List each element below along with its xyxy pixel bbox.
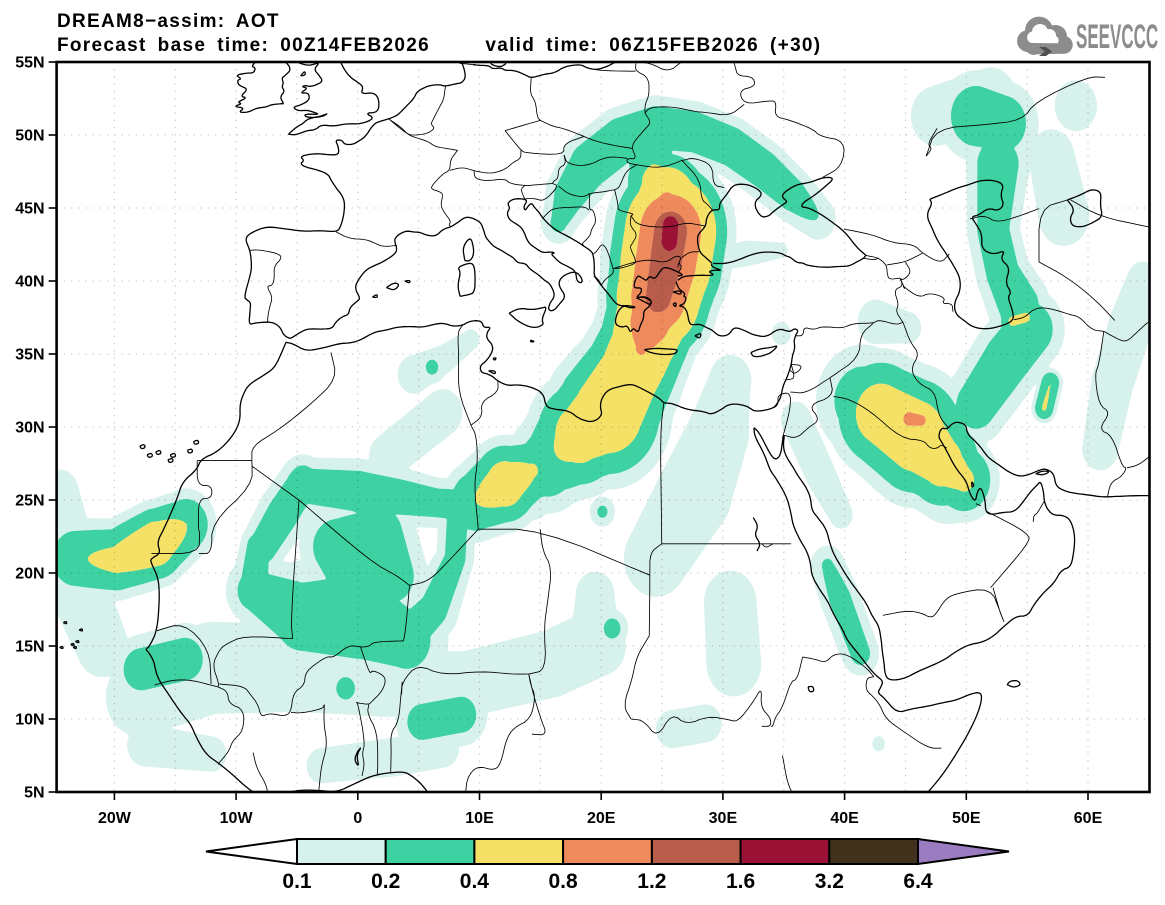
svg-text:0: 0 — [353, 810, 362, 827]
svg-text:3.2: 3.2 — [815, 870, 844, 893]
svg-text:1.6: 1.6 — [726, 870, 755, 893]
svg-text:0.4: 0.4 — [460, 870, 490, 893]
svg-text:30E: 30E — [709, 810, 738, 827]
svg-text:40N: 40N — [15, 274, 44, 291]
svg-text:10W: 10W — [220, 810, 254, 827]
svg-text:10E: 10E — [465, 810, 494, 827]
svg-text:Forecast base time: 00Z14FEB20: Forecast base time: 00Z14FEB2026 valid t… — [57, 35, 821, 56]
svg-text:45N: 45N — [15, 201, 44, 218]
svg-text:55N: 55N — [15, 55, 44, 72]
svg-text:DREAM8−assim: AOT: DREAM8−assim: AOT — [57, 11, 280, 32]
svg-text:0.1: 0.1 — [282, 870, 312, 893]
svg-text:20N: 20N — [15, 566, 44, 583]
svg-text:20W: 20W — [98, 810, 132, 827]
svg-text:60E: 60E — [1074, 810, 1103, 827]
svg-text:0.2: 0.2 — [371, 870, 400, 893]
svg-text:10N: 10N — [15, 712, 44, 729]
svg-text:SEEVCCC: SEEVCCC — [1076, 18, 1158, 56]
svg-text:35N: 35N — [15, 347, 44, 364]
svg-text:40E: 40E — [830, 810, 859, 827]
svg-text:6.4: 6.4 — [903, 870, 933, 893]
svg-text:50N: 50N — [15, 128, 44, 145]
svg-text:15N: 15N — [15, 639, 44, 656]
svg-text:20E: 20E — [587, 810, 616, 827]
svg-text:1.2: 1.2 — [637, 870, 666, 893]
svg-text:0.8: 0.8 — [548, 870, 578, 893]
svg-text:30N: 30N — [15, 420, 44, 437]
svg-text:50E: 50E — [952, 810, 981, 827]
svg-text:25N: 25N — [15, 493, 44, 510]
svg-text:5N: 5N — [24, 785, 44, 802]
